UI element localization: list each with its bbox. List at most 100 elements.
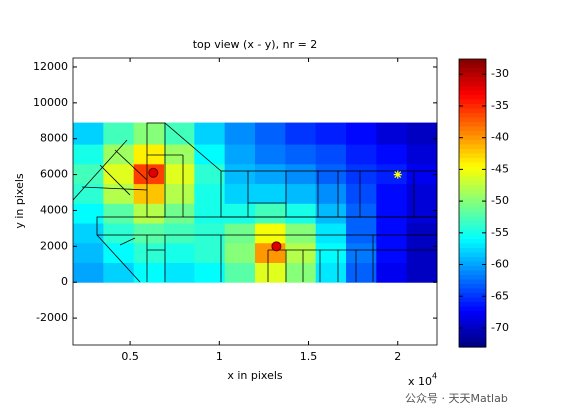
heat-cell xyxy=(346,223,377,244)
heat-cell xyxy=(133,122,165,145)
y-tick-label: -2000 xyxy=(36,311,68,324)
y-tick-label: 10000 xyxy=(33,96,68,109)
heat-cell xyxy=(285,203,317,224)
heat-cell xyxy=(406,242,438,263)
colorbar-swatch xyxy=(459,95,486,101)
heat-cell xyxy=(73,223,104,244)
y-tick-label: 2000 xyxy=(40,239,68,252)
heat-cell xyxy=(194,223,226,244)
wall xyxy=(96,234,141,283)
x-tick-label: 1 xyxy=(216,350,223,363)
colorbar-tick-label: -65 xyxy=(491,289,509,302)
colorbar-swatch xyxy=(459,239,486,245)
heat-cell xyxy=(103,203,135,224)
colorbar-swatch xyxy=(459,63,486,69)
heat-cell xyxy=(285,262,317,283)
heat-cell xyxy=(376,163,408,185)
heat-cell xyxy=(103,144,135,165)
colorbar-swatch xyxy=(459,126,486,132)
heat-cell xyxy=(376,183,408,204)
colorbar-swatch xyxy=(459,306,486,312)
heat-cell xyxy=(224,144,256,165)
chart-title: top view (x - y), nr = 2 xyxy=(193,38,318,51)
x-axis-label: x in pixels xyxy=(227,369,283,382)
floor-plan xyxy=(72,122,438,283)
colorbar-tick-label: -45 xyxy=(491,162,509,175)
colorbar-tick-label: -50 xyxy=(491,194,509,207)
heat-cell xyxy=(194,163,226,185)
heat-cell xyxy=(164,242,195,263)
heat-cell xyxy=(376,262,408,283)
x-tick-label: 0.5 xyxy=(121,350,139,363)
colorbar xyxy=(459,59,486,348)
colorbar-swatch xyxy=(459,252,486,258)
heat-cell xyxy=(346,122,377,145)
colorbar-swatch xyxy=(459,234,486,240)
heat-cell xyxy=(285,223,317,244)
colorbar-swatch xyxy=(459,333,486,339)
colorbar-swatch xyxy=(459,207,486,213)
heat-cell xyxy=(164,163,195,185)
colorbar-swatch xyxy=(459,135,486,141)
colorbar-tick-label: -40 xyxy=(491,131,509,144)
heat-cell xyxy=(103,163,135,185)
heat-cell xyxy=(164,183,195,204)
colorbar-swatch xyxy=(459,68,486,74)
colorbar-swatch xyxy=(459,140,486,146)
heat-cell xyxy=(133,203,165,224)
plot-frame xyxy=(72,57,438,346)
heat-cell xyxy=(315,203,347,224)
heat-cell xyxy=(346,163,377,185)
colorbar-swatch xyxy=(459,198,486,204)
wall xyxy=(114,149,148,181)
colorbar-swatch xyxy=(459,176,486,182)
heat-cell xyxy=(406,262,438,283)
heat-cell xyxy=(103,183,135,204)
heat-cell xyxy=(103,223,135,244)
colorbar-swatch xyxy=(459,144,486,150)
heat-cell xyxy=(406,163,438,185)
colorbar-swatch xyxy=(459,189,486,195)
heat-cell xyxy=(164,122,195,145)
heat-cell xyxy=(255,183,286,204)
heat-cell xyxy=(103,262,135,283)
heat-cell xyxy=(255,262,286,283)
colorbar-swatch xyxy=(459,86,486,92)
heat-cell xyxy=(73,122,104,145)
transmitter xyxy=(148,167,159,178)
colorbar-swatch xyxy=(459,293,486,299)
colorbar-swatch xyxy=(459,261,486,267)
heat-cell xyxy=(346,242,377,263)
heat-cell xyxy=(315,223,347,244)
colorbar-swatch xyxy=(459,99,486,105)
colorbar-swatch xyxy=(459,212,486,218)
colorbar-tick-label: -30 xyxy=(491,67,509,80)
heat-cell xyxy=(285,163,317,185)
heat-cell xyxy=(73,144,104,165)
colorbar-swatch xyxy=(459,203,486,209)
colorbar-swatch xyxy=(459,311,486,317)
heat-cell xyxy=(73,183,104,204)
heat-cell xyxy=(194,262,226,283)
colorbar-swatch xyxy=(459,72,486,78)
heat-cell xyxy=(406,122,438,145)
wall xyxy=(119,237,136,246)
colorbar-swatch xyxy=(459,257,486,263)
y-tick-label: 0 xyxy=(61,275,68,288)
heat-cell xyxy=(255,163,286,185)
heat-cell xyxy=(315,183,347,204)
colorbar-swatch xyxy=(459,275,486,281)
colorbar-swatch xyxy=(459,243,486,249)
colorbar-swatch xyxy=(459,158,486,164)
heat-cell xyxy=(164,262,195,283)
wall xyxy=(99,164,131,196)
colorbar-swatch xyxy=(459,108,486,114)
colorbar-swatch xyxy=(459,279,486,285)
x-exponent-base: x 10 xyxy=(408,375,432,388)
heat-cell xyxy=(194,144,226,165)
colorbar-swatch xyxy=(459,284,486,290)
heat-cell xyxy=(315,122,347,145)
x-exponent: 4 xyxy=(432,372,437,381)
